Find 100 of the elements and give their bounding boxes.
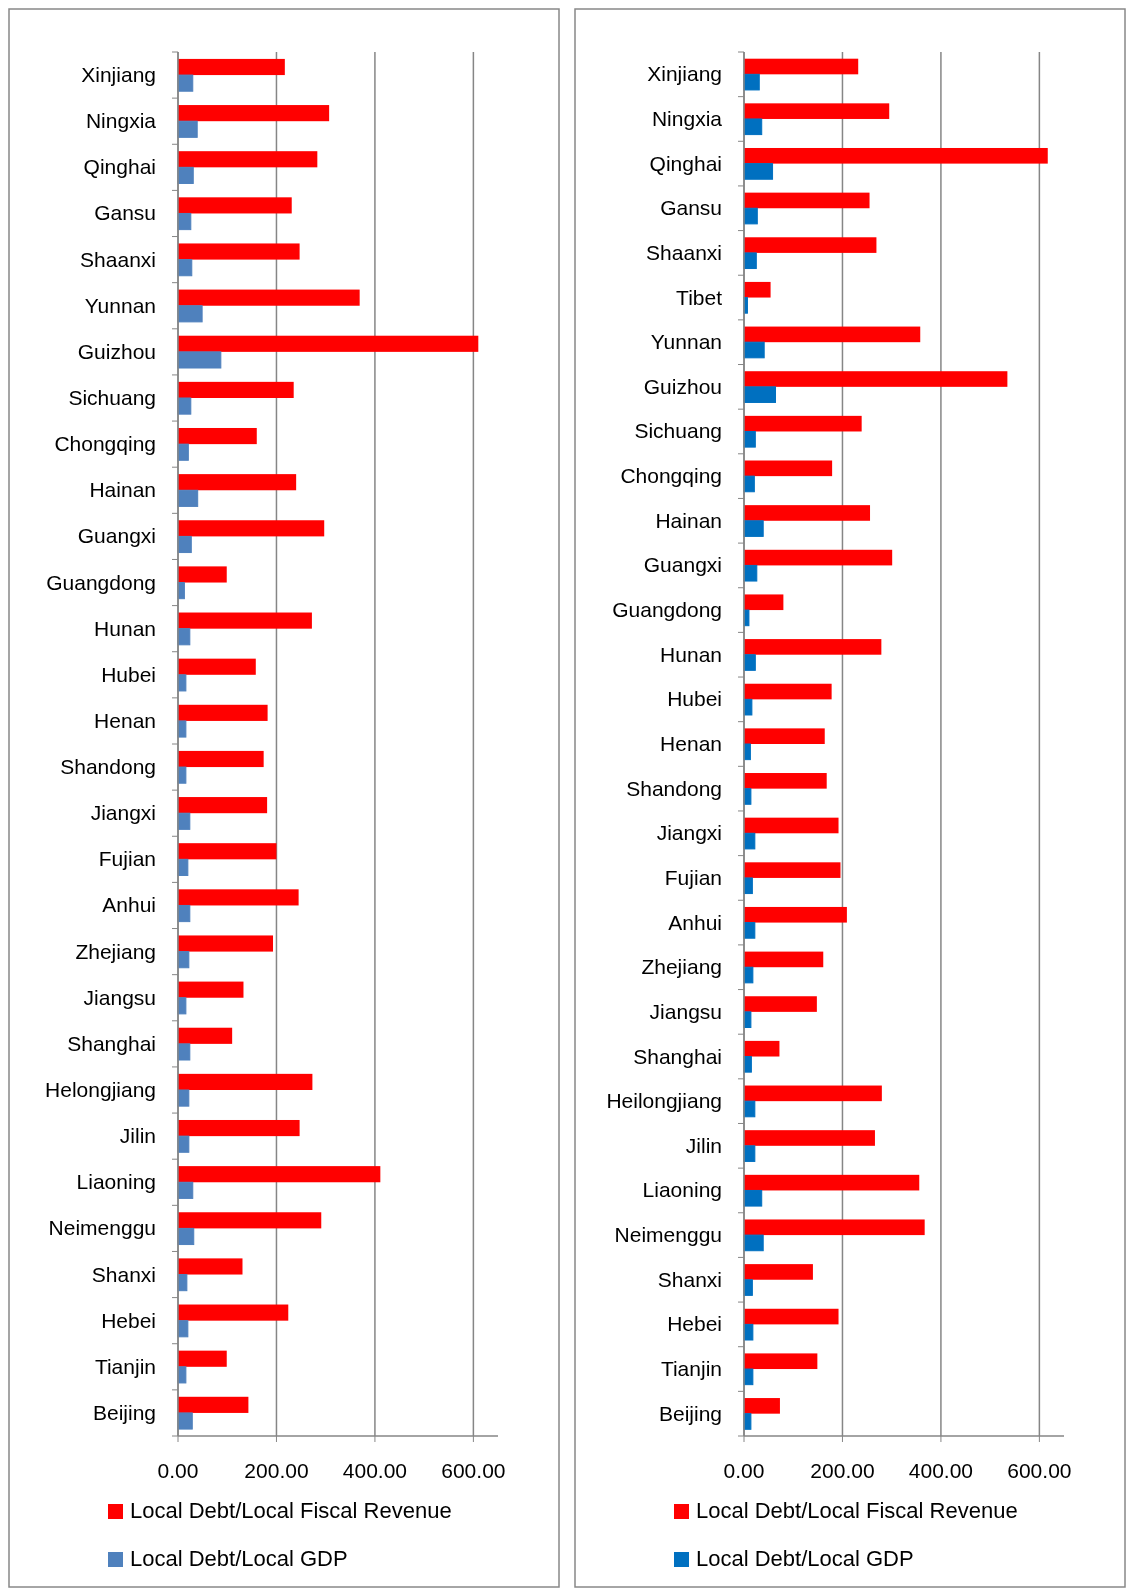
bar <box>743 430 756 448</box>
y-tick-label: Fujian <box>98 847 156 871</box>
bar <box>744 683 832 700</box>
bar <box>177 1274 188 1292</box>
bar <box>178 981 244 998</box>
y-tick-label: Jiangxi <box>90 801 156 825</box>
bar <box>743 475 755 493</box>
bar <box>177 997 187 1015</box>
legend-label: Local Debt/Local GDP <box>696 1546 914 1571</box>
y-tick-label: Guangdong <box>46 570 156 594</box>
x-tick-label: 0.00 <box>157 1459 199 1482</box>
y-tick-label: Guizhou <box>77 339 156 363</box>
bar <box>178 704 268 721</box>
y-tick-label: Gansu <box>94 201 156 225</box>
y-tick-label: Guangxi <box>77 524 156 548</box>
bar <box>744 862 841 878</box>
legend-label: Local Debt/Local GDP <box>130 1546 348 1571</box>
bar <box>744 103 890 119</box>
y-tick-label: Sichuang <box>634 419 722 443</box>
y-tick-label: Shanghai <box>633 1044 722 1068</box>
bar <box>744 1219 925 1236</box>
bar <box>744 371 1008 387</box>
y-tick-label: Yunnan <box>650 330 722 354</box>
bar <box>177 397 192 415</box>
y-tick-label: Guangdong <box>612 598 722 622</box>
bar <box>744 951 824 968</box>
bar <box>178 243 300 260</box>
y-tick-label: Heilongjiang <box>606 1089 722 1113</box>
y-tick-label: Anhui <box>102 893 156 917</box>
bar <box>743 252 757 270</box>
bar <box>744 1085 882 1102</box>
y-tick-label: Tianjin <box>660 1357 722 1381</box>
bar <box>744 1130 875 1146</box>
y-tick-label: Helongjiang <box>45 1078 156 1101</box>
bar <box>178 381 294 398</box>
bar <box>744 996 817 1012</box>
bar <box>744 1174 920 1191</box>
y-tick-label: Henan <box>660 732 722 755</box>
bar <box>177 443 189 461</box>
bar <box>178 474 297 491</box>
bar <box>178 612 312 629</box>
y-tick-label: Fujian <box>664 865 722 889</box>
bar <box>178 1304 289 1321</box>
bar <box>744 773 827 789</box>
bar <box>744 728 825 744</box>
y-tick-label: Beijing <box>92 1400 156 1424</box>
bar <box>178 1027 233 1044</box>
bar <box>178 1166 381 1183</box>
x-tick-label: 400.00 <box>908 1459 974 1482</box>
bar <box>177 535 192 554</box>
bar <box>744 639 882 655</box>
bar <box>178 797 268 814</box>
y-tick-label: Jilin <box>119 1124 156 1148</box>
bar <box>178 335 479 352</box>
x-tick-label: 0.00 <box>723 1459 765 1482</box>
y-tick-label: Sichuang <box>68 386 156 409</box>
y-tick-label: Hunan <box>94 616 156 640</box>
bar <box>744 415 862 432</box>
bar <box>178 1073 313 1090</box>
bar <box>178 658 256 675</box>
y-tick-label: Yunnan <box>84 293 156 317</box>
y-tick-label: Hainan <box>89 478 156 502</box>
bar <box>178 520 325 537</box>
bar <box>743 73 760 91</box>
bar <box>178 566 227 583</box>
bar <box>744 326 921 343</box>
bar <box>178 427 257 445</box>
bar <box>744 817 839 834</box>
bar <box>177 120 198 138</box>
bar <box>743 386 777 403</box>
y-tick-label: Hebei <box>667 1312 722 1336</box>
bar <box>177 720 187 738</box>
bar <box>743 1413 752 1430</box>
y-tick-label: Beijing <box>658 1401 722 1425</box>
bar <box>743 341 765 359</box>
y-tick-label: Anhui <box>668 910 722 934</box>
bar <box>744 549 893 566</box>
y-tick-label: Shandong <box>626 776 722 800</box>
y-tick-label: Shanxi <box>91 1262 156 1286</box>
y-tick-label: Xinjiang <box>81 63 156 87</box>
bar <box>743 1323 754 1341</box>
y-tick-label: Liaoning <box>642 1178 722 1202</box>
bar <box>743 698 753 716</box>
y-tick-label: Ningxia <box>651 106 723 130</box>
bar <box>178 1212 322 1229</box>
bar <box>743 966 754 984</box>
y-tick-label: Chongqing <box>54 432 156 456</box>
bar <box>743 654 756 671</box>
bar <box>744 237 877 253</box>
bar <box>178 151 318 168</box>
y-tick-label: Zhejiang <box>641 955 722 979</box>
bar <box>743 520 764 537</box>
bar <box>178 197 292 214</box>
y-tick-label: Zhejiang <box>75 939 156 963</box>
y-tick-label: Neimenggu <box>48 1216 156 1240</box>
bar <box>177 489 199 507</box>
bar <box>744 505 871 521</box>
y-tick-label: Liaoning <box>76 1170 156 1194</box>
bar <box>178 1396 249 1413</box>
bar <box>744 1264 813 1280</box>
